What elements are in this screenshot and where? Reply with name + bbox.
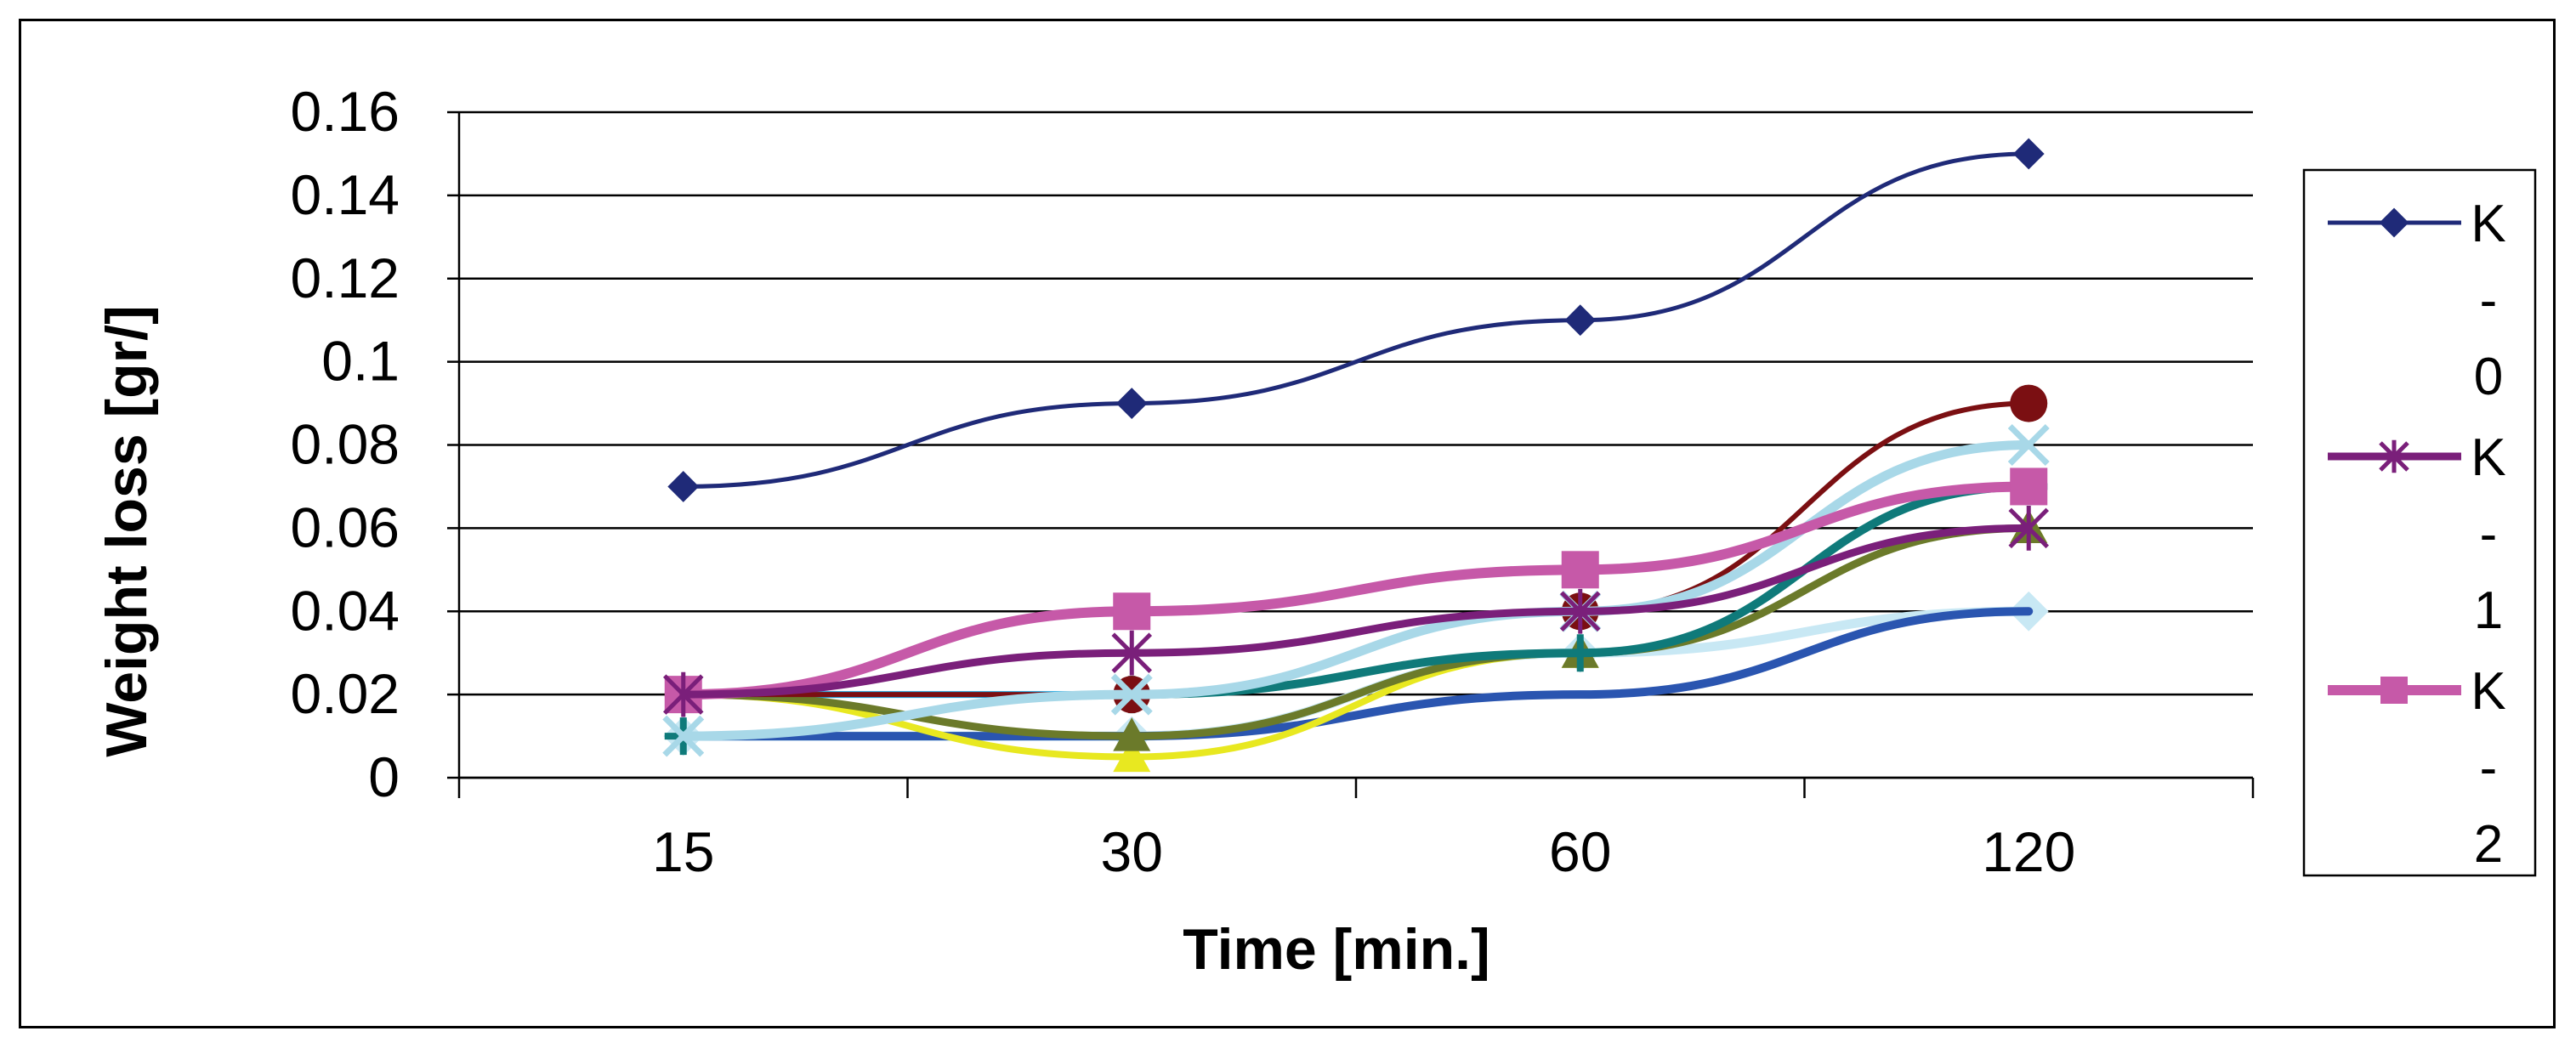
y-tick-label: 0.14 xyxy=(291,163,400,226)
y-tick-label: 0 xyxy=(368,745,400,808)
y-tick-label: 0.06 xyxy=(291,496,400,558)
data-point xyxy=(1113,717,1151,751)
legend-entry: K - 0 xyxy=(2328,195,2506,406)
y-tick-label: 0.02 xyxy=(291,662,400,725)
legend-box xyxy=(2302,168,2537,877)
y-tick-label: 0.12 xyxy=(291,246,400,309)
series-line xyxy=(678,607,2034,741)
legend-label: 2 xyxy=(2474,815,2503,874)
chart-frame xyxy=(19,19,2556,1028)
x-tick-label: 60 xyxy=(1549,820,1611,883)
legend-label: K xyxy=(2471,428,2505,487)
data-point xyxy=(1115,388,1148,419)
series-2 xyxy=(664,467,2048,714)
data-point xyxy=(662,671,704,717)
data-point xyxy=(2010,384,2048,422)
y-tick-label: 0.04 xyxy=(291,579,400,642)
series-line xyxy=(681,151,2031,489)
data-point xyxy=(2007,424,2050,466)
y-tick-label: 0.08 xyxy=(291,413,400,476)
data-point xyxy=(2380,677,2408,704)
data-point xyxy=(1113,592,1151,631)
y-axis-ticks: 0.16 0.14 0.12 0.1 0.08 0.06 0.04 0.02 0 xyxy=(291,80,459,808)
data-point xyxy=(2008,505,2050,551)
y-axis-title: Weight loss [gr/] xyxy=(94,305,159,756)
legend: K - 0 K - 1 K - 2 xyxy=(2302,168,2537,877)
legend-label: 0 xyxy=(2474,348,2503,406)
series-8 xyxy=(678,607,2034,741)
y-tick-label: 0.1 xyxy=(321,330,400,393)
legend-label: - xyxy=(2480,739,2498,797)
x-tick-label: 15 xyxy=(652,820,714,883)
data-point xyxy=(2379,439,2409,473)
data-point xyxy=(1564,304,1597,337)
x-tick-label: 30 xyxy=(1101,820,1163,883)
series-1 xyxy=(662,505,2050,717)
data-point xyxy=(1113,738,1151,773)
data-point xyxy=(2012,138,2045,170)
legend-entry: K - 1 xyxy=(2328,428,2506,640)
legend-entry: K - 2 xyxy=(2328,662,2506,874)
legend-label: 1 xyxy=(2474,581,2503,640)
data-point xyxy=(662,715,705,757)
series-line xyxy=(679,524,2033,699)
x-tick-label: 120 xyxy=(1982,820,2075,883)
data-point xyxy=(2010,467,2048,506)
series-line xyxy=(678,481,2034,700)
data-point xyxy=(1561,551,1599,589)
data-point xyxy=(1559,588,1601,634)
data-point xyxy=(1561,634,1599,672)
data-point xyxy=(1110,673,1153,716)
legend-label: - xyxy=(2480,271,2498,330)
series-layer xyxy=(662,138,2050,773)
x-axis-title: Time [min.] xyxy=(1183,917,1489,982)
data-point xyxy=(667,471,700,502)
y-tick-label: 0.16 xyxy=(291,80,400,143)
data-point xyxy=(1111,630,1153,676)
legend-label: K xyxy=(2471,662,2505,721)
legend-label: K xyxy=(2471,195,2505,253)
legend-label: - xyxy=(2480,505,2498,564)
data-point xyxy=(2379,207,2409,238)
series-0 xyxy=(667,138,2045,502)
x-axis-ticks: 15 30 60 120 xyxy=(457,778,2255,883)
